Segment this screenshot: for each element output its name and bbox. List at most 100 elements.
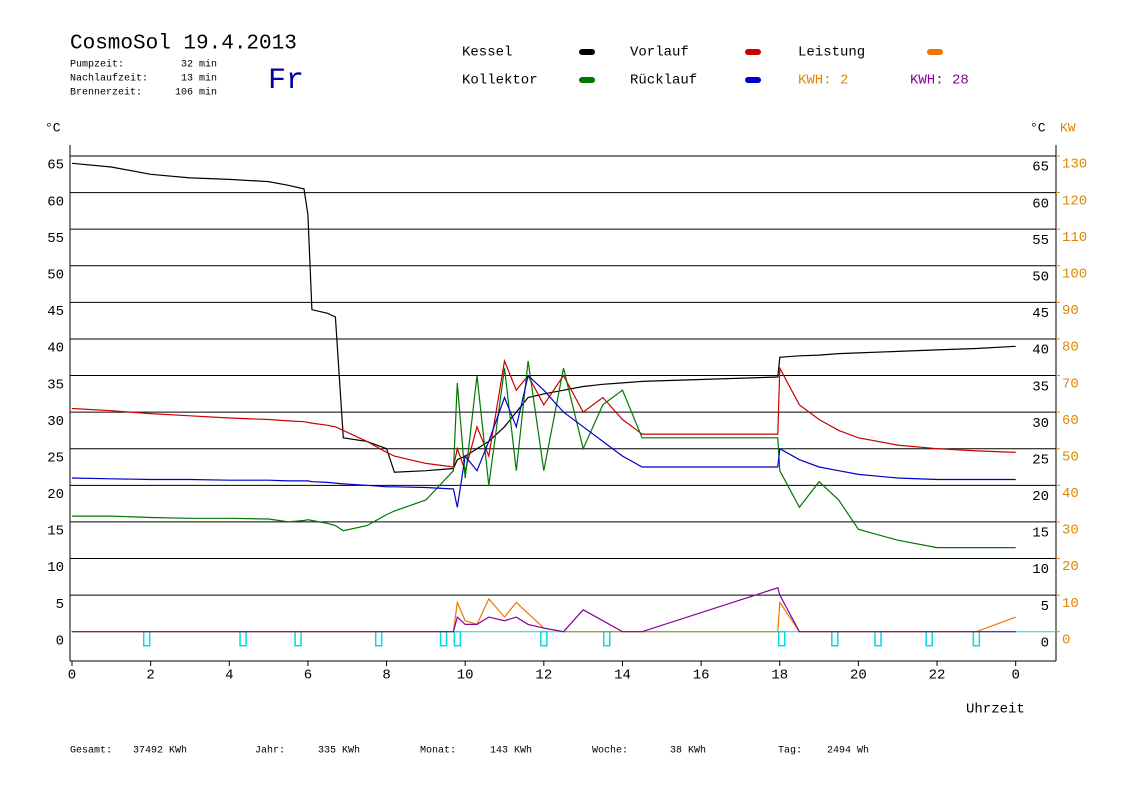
x-tick-label: 14: [614, 668, 631, 684]
weekday: Fr: [268, 64, 304, 98]
x-tick-label: 16: [693, 668, 710, 684]
y-tick-label-right: 20: [1032, 489, 1049, 505]
y-tick-label-right: 60: [1032, 196, 1049, 212]
y2-tick-label: 0: [1062, 632, 1070, 648]
y2-tick-label: 130: [1062, 157, 1087, 173]
y-tick-label: 45: [47, 304, 64, 320]
y2-tick-label: 70: [1062, 376, 1079, 392]
x-tick-label: 10: [457, 668, 474, 684]
pump-marker: [142, 630, 151, 647]
series-line: [71, 162, 1016, 473]
pump-marker: [972, 630, 981, 647]
y-tick-label: 50: [47, 267, 64, 283]
x-tick-label: 2: [146, 668, 154, 684]
pump-marker: [439, 630, 448, 647]
y2-tick-label: 80: [1062, 340, 1079, 356]
x-tick-label: 22: [929, 668, 946, 684]
stat-value: 32 min: [181, 59, 217, 71]
footer-value: 37492 KWh: [133, 745, 187, 757]
y-unit: °C: [45, 120, 61, 135]
series-line: [71, 358, 1016, 473]
legend-label: Kessel: [462, 45, 512, 61]
x-tick-label: 8: [382, 668, 390, 684]
pump-marker: [540, 630, 548, 647]
footer-label: Jahr:: [255, 745, 285, 757]
footer-label: Woche:: [592, 745, 628, 757]
pump-marker: [603, 630, 611, 647]
y2-tick-label: 40: [1062, 486, 1079, 502]
pump-marker: [874, 630, 882, 647]
stat-label: Nachlaufzeit:: [70, 73, 148, 85]
y2-tick-label: 110: [1062, 230, 1087, 246]
y-tick-label: 35: [47, 377, 64, 393]
pump-marker: [374, 630, 383, 647]
y-tick-label-right: 65: [1032, 160, 1049, 176]
legend-label: Leistung: [798, 45, 865, 61]
y-tick-label: 15: [47, 524, 64, 540]
stat-value: 106 min: [175, 87, 217, 99]
y-tick-label: 40: [47, 341, 64, 357]
y-tick-label-right: 0: [1041, 635, 1049, 651]
y-tick-label: 5: [56, 597, 64, 613]
y-tick-label-right: 40: [1032, 343, 1049, 359]
footer-value: 38 KWh: [670, 745, 706, 757]
y-tick-label: 10: [47, 560, 64, 576]
footer-label: Gesamt:: [70, 746, 112, 757]
y2-tick-label: 90: [1062, 303, 1079, 319]
x-tick-label: 20: [850, 668, 867, 684]
y2-tick-label: 120: [1062, 193, 1087, 209]
x-tick-label: 0: [1011, 668, 1019, 684]
y-tick-label-right: 50: [1032, 269, 1049, 285]
series-line: [72, 597, 1016, 633]
y-tick-label-right: 15: [1032, 526, 1049, 542]
y2-tick-label: 30: [1062, 523, 1079, 539]
stat-label: Pumpzeit:: [70, 59, 124, 71]
x-tick-label: 6: [304, 668, 312, 684]
stat-value: 13 min: [181, 73, 217, 85]
footer-label: Monat:: [420, 746, 456, 757]
y-tick-label-right: 35: [1032, 379, 1049, 395]
x-tick-label: 18: [771, 668, 788, 684]
y-tick-label-right: 25: [1032, 452, 1049, 468]
y-tick-label-right: 10: [1032, 562, 1049, 578]
y-tick-label: 30: [47, 414, 64, 430]
y-tick-label: 60: [47, 194, 64, 210]
title: CosmoSol 19.4.2013: [70, 33, 297, 56]
y-tick-label-right: 55: [1032, 233, 1049, 249]
x-tick-label: 12: [535, 668, 552, 684]
pump-marker: [925, 630, 933, 647]
footer-value: 2494 Wh: [827, 745, 869, 757]
legend-label: Vorlauf: [630, 45, 689, 61]
y-tick-label-right: 45: [1032, 306, 1049, 322]
kwh-day: KWH: 2: [798, 73, 848, 89]
x-label: Uhrzeit: [966, 702, 1025, 718]
legend-label: Rücklauf: [630, 73, 697, 89]
y-tick-label: 55: [47, 231, 64, 247]
pump-marker: [831, 630, 839, 647]
y2-unit: KW: [1060, 120, 1076, 135]
footer-label: Tag:: [778, 746, 802, 757]
pump-marker: [777, 630, 786, 647]
pump-marker: [239, 630, 247, 647]
series-line: [72, 360, 1016, 549]
y2-tick-label: 10: [1062, 596, 1079, 612]
y-unit-right: °C: [1030, 120, 1046, 135]
legend-label: Kollektor: [462, 73, 538, 89]
y-tick-label: 65: [47, 158, 64, 174]
y2-tick-label: 60: [1062, 413, 1079, 429]
pump-marker: [453, 630, 462, 647]
footer-value: 335 KWh: [318, 745, 360, 757]
y-tick-label: 20: [47, 487, 64, 503]
y-tick-label: 25: [47, 450, 64, 466]
series-line: [72, 587, 1016, 633]
y2-tick-label: 20: [1062, 559, 1079, 575]
series-line: [71, 374, 1016, 508]
footer-value: 143 KWh: [490, 745, 532, 757]
y-tick-label: 0: [56, 633, 64, 649]
x-tick-label: 0: [68, 668, 76, 684]
y2-tick-label: 100: [1062, 266, 1087, 282]
pump-marker: [294, 630, 302, 647]
y-tick-label-right: 30: [1032, 416, 1049, 432]
y2-tick-label: 50: [1062, 449, 1079, 465]
